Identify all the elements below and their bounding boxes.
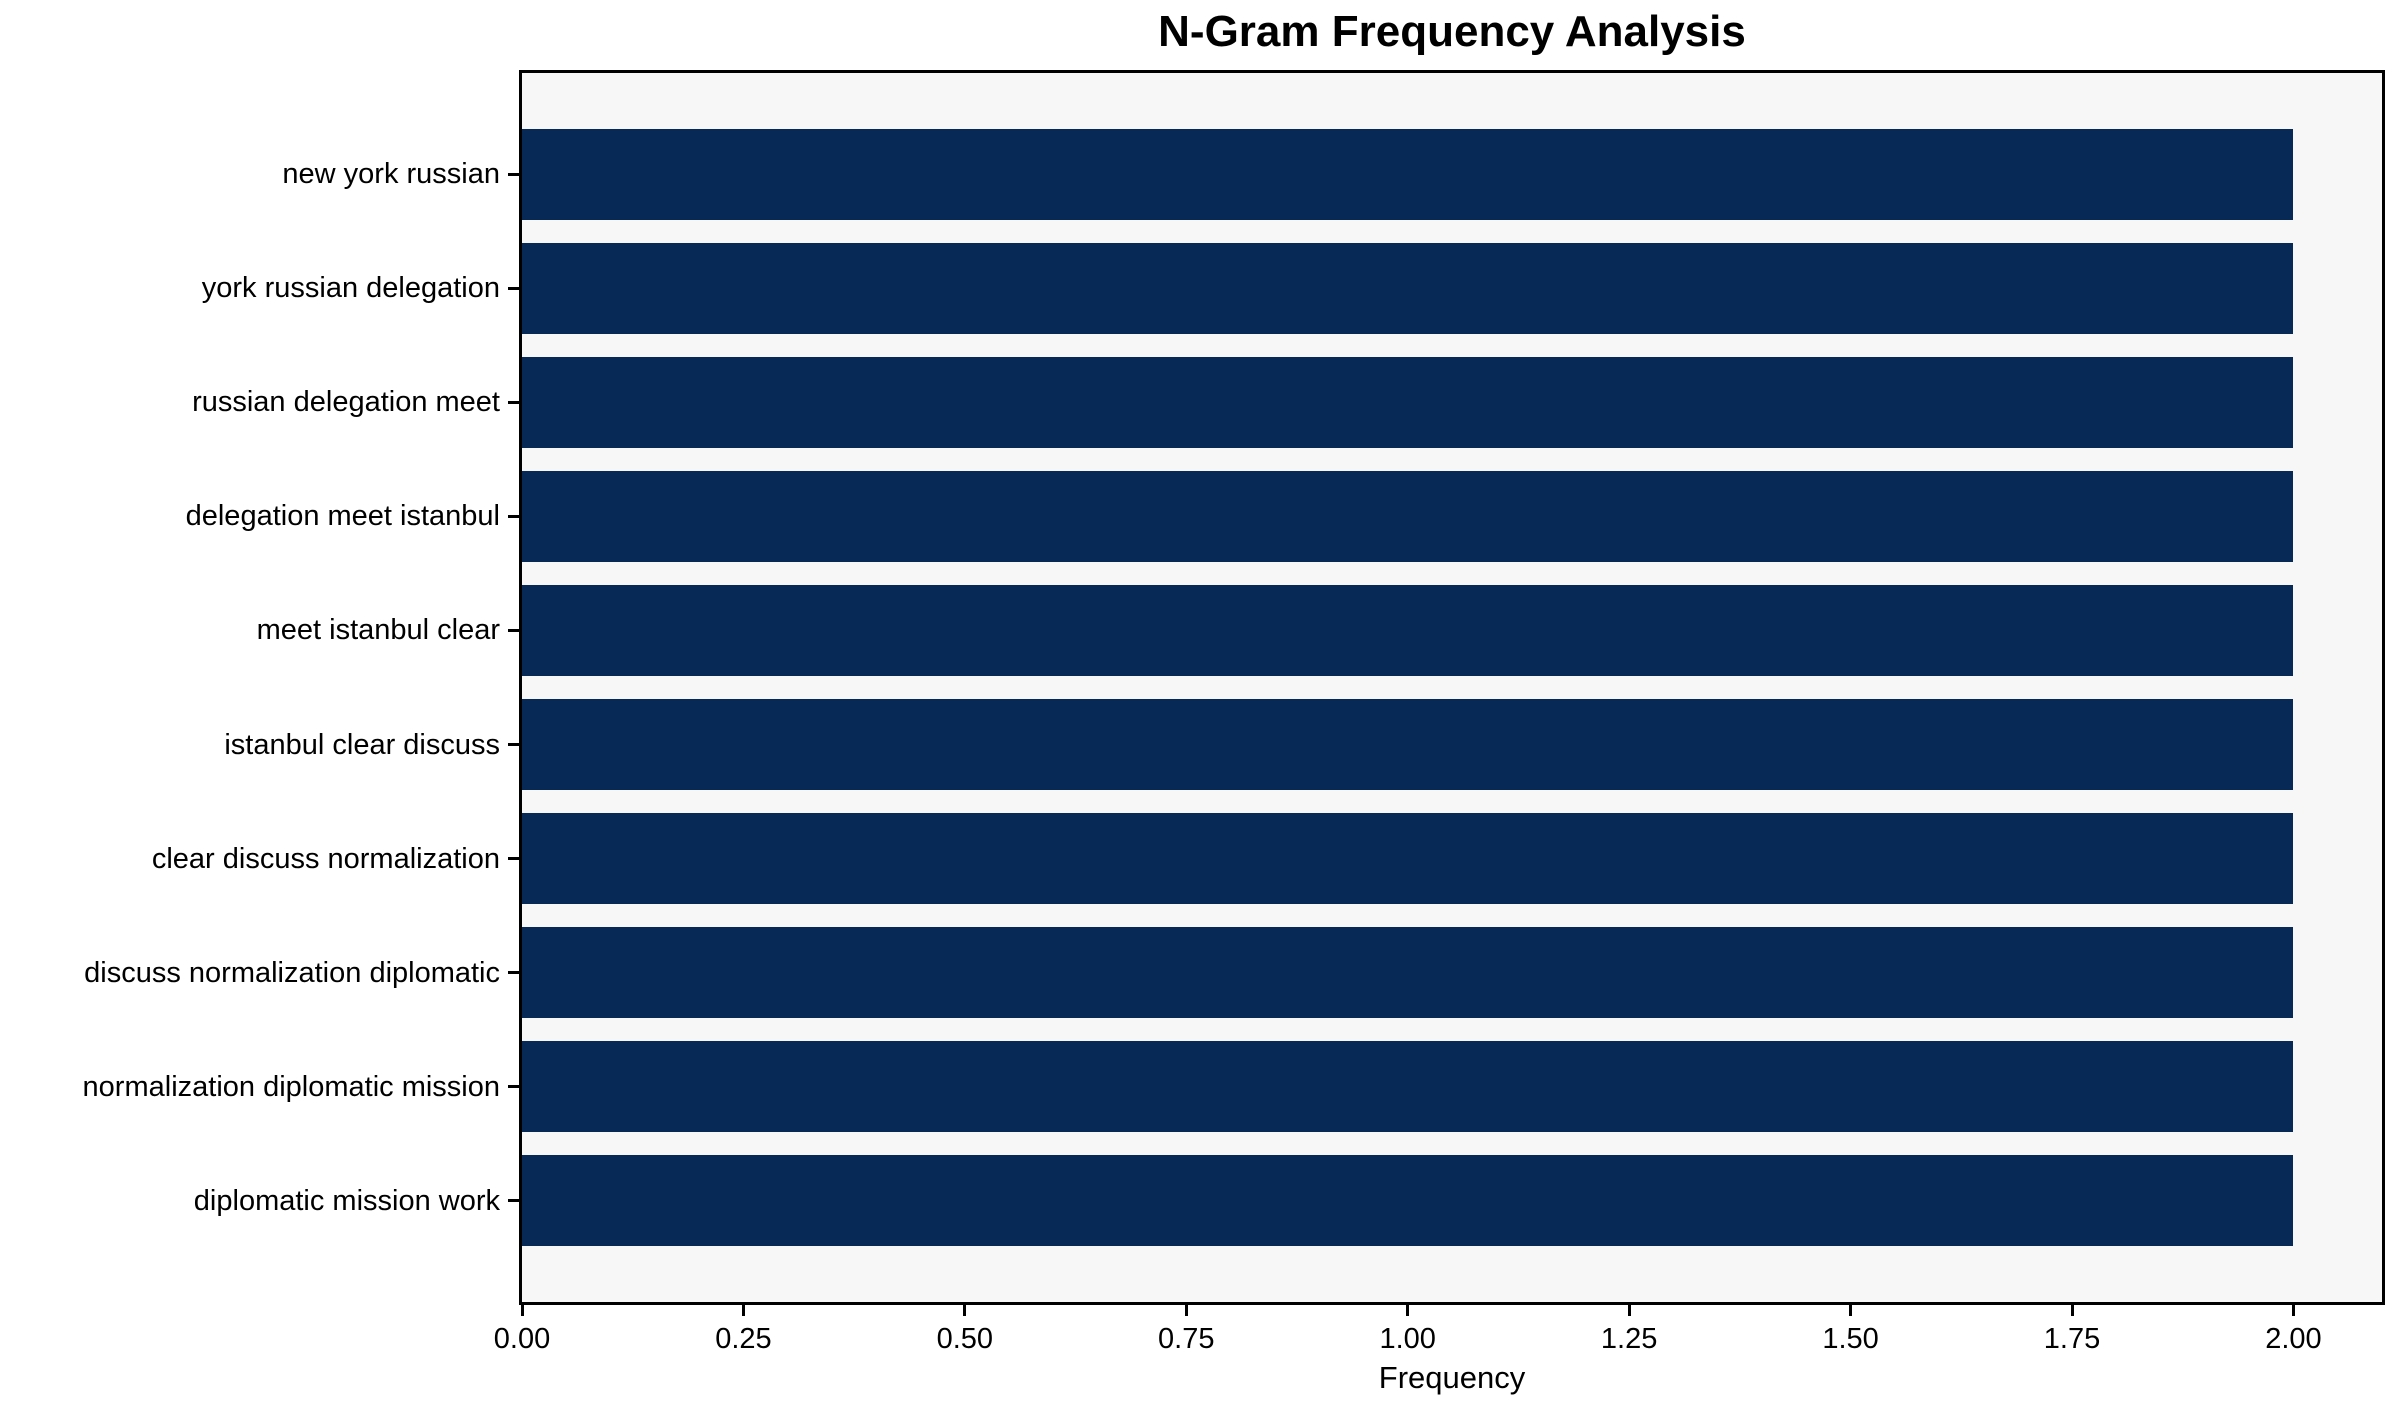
x-tick-mark: [1627, 1305, 1631, 1316]
bar: [522, 584, 2294, 677]
x-tick-label: 0.25: [715, 1323, 772, 1355]
y-tick-label: delegation meet istanbul: [185, 500, 500, 533]
bar: [522, 698, 2294, 791]
x-tick-label: 2.00: [2265, 1323, 2322, 1355]
y-tick-mark: [508, 1199, 519, 1203]
y-tick-label: istanbul clear discuss: [224, 728, 500, 761]
x-tick-label: 0.75: [1158, 1323, 1215, 1355]
chart-title: N-Gram Frequency Analysis: [1158, 7, 1746, 56]
y-tick-mark: [508, 400, 519, 404]
x-tick-label: 1.75: [2043, 1323, 2101, 1355]
y-tick-label: normalization diplomatic mission: [82, 1070, 500, 1103]
x-tick-mark: [520, 1305, 524, 1316]
y-tick-label: discuss normalization diplomatic: [84, 956, 500, 989]
x-tick-mark: [1406, 1305, 1410, 1316]
bar: [522, 470, 2294, 563]
y-tick-mark: [508, 514, 519, 518]
y-tick-mark: [508, 743, 519, 746]
x-tick-label: 1.50: [1822, 1323, 1879, 1355]
bar: [522, 926, 2294, 1019]
x-tick-label: 0.00: [493, 1323, 551, 1355]
y-tick-label: york russian delegation: [201, 272, 500, 305]
x-tick-label: 1.25: [1600, 1323, 1658, 1355]
x-tick-mark: [2291, 1305, 2295, 1316]
bar: [522, 1154, 2294, 1247]
x-tick-mark: [1184, 1305, 1188, 1316]
x-tick-mark: [2070, 1305, 2074, 1316]
bar: [522, 1040, 2294, 1133]
x-tick-mark: [963, 1305, 967, 1316]
bar: [522, 356, 2294, 449]
bar: [522, 242, 2294, 335]
y-tick-label: diplomatic mission work: [193, 1184, 500, 1217]
y-tick-mark: [508, 857, 519, 860]
y-tick-label: meet istanbul clear: [256, 614, 500, 647]
x-axis-label: Frequency: [1378, 1360, 1526, 1395]
y-tick-mark: [508, 971, 519, 975]
x-tick-label: 0.50: [936, 1323, 994, 1355]
bar: [522, 128, 2294, 221]
y-tick-label: russian delegation meet: [192, 386, 500, 419]
x-tick-mark: [741, 1305, 745, 1316]
y-tick-label: new york russian: [282, 158, 500, 191]
y-tick-mark: [508, 1085, 519, 1089]
x-tick-mark: [1849, 1305, 1853, 1316]
y-tick-mark: [508, 286, 519, 290]
y-tick-label: clear discuss normalization: [151, 842, 500, 875]
y-tick-mark: [508, 172, 519, 176]
x-tick-label: 1.00: [1379, 1323, 1436, 1355]
bar: [522, 812, 2294, 905]
y-tick-mark: [508, 628, 519, 632]
